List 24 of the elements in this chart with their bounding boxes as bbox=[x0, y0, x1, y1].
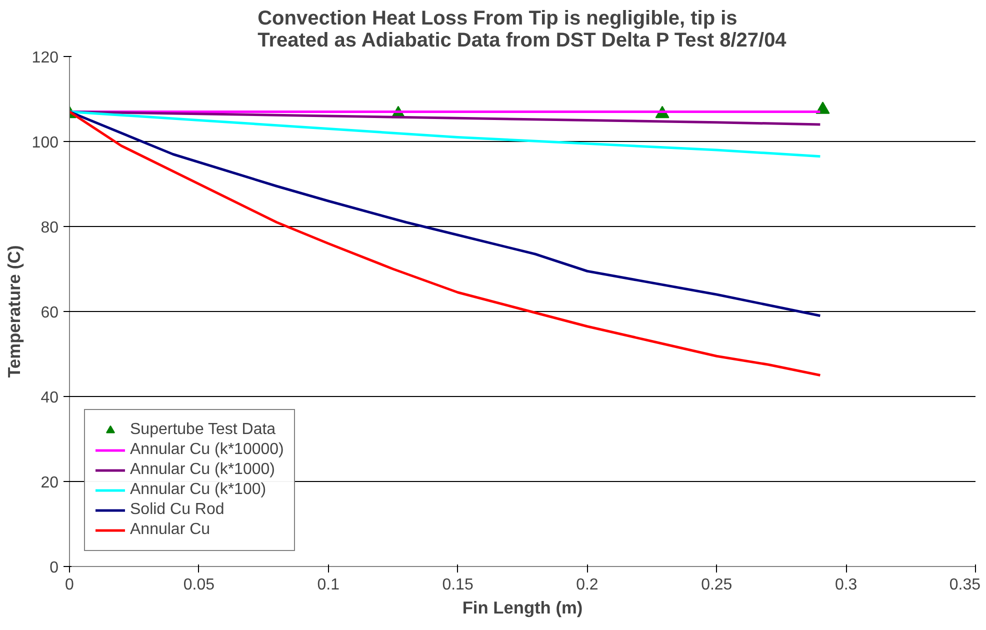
x-tick-label: 0 bbox=[65, 576, 74, 594]
y-tick-label: 20 bbox=[40, 474, 59, 492]
chart-title: Convection Heat Loss From Tip is negligible, tip is Treated as Adiabatic Data from DST Delta P Test 8/27/04 bbox=[258, 8, 788, 52]
x-tick-label: 0.15 bbox=[442, 576, 474, 594]
x-tick-label: 0.2 bbox=[576, 576, 598, 594]
legend-label: Solid Cu Rod bbox=[130, 501, 224, 519]
y-tick-label: 0 bbox=[50, 560, 59, 576]
legend-label: Annular Cu (k*100) bbox=[130, 481, 266, 499]
x-tick-label: 0.05 bbox=[183, 576, 215, 594]
x-tick-label: 0.35 bbox=[949, 576, 981, 594]
y-tick-label: 120 bbox=[32, 50, 59, 66]
legend-label: Supertube Test Data bbox=[130, 421, 276, 439]
y-tick-label: 60 bbox=[40, 304, 59, 322]
y-tick-label: 80 bbox=[40, 220, 59, 236]
legend-label: Annular Cu (k*1000) bbox=[130, 461, 275, 479]
legend-label: Annular Cu bbox=[130, 521, 210, 539]
y-axis-title: Temperature (C) bbox=[4, 245, 24, 378]
x-axis-title: Fin Length (m) bbox=[462, 598, 583, 618]
y-tick-label: 40 bbox=[40, 390, 59, 406]
x-tick-label: 0.25 bbox=[701, 576, 732, 594]
x-tick-label: 0.1 bbox=[317, 576, 340, 594]
x-tick-label: 0.3 bbox=[834, 576, 858, 594]
legend-label: Annular Cu (k*10000) bbox=[130, 441, 284, 459]
y-tick-label: 100 bbox=[32, 134, 59, 152]
